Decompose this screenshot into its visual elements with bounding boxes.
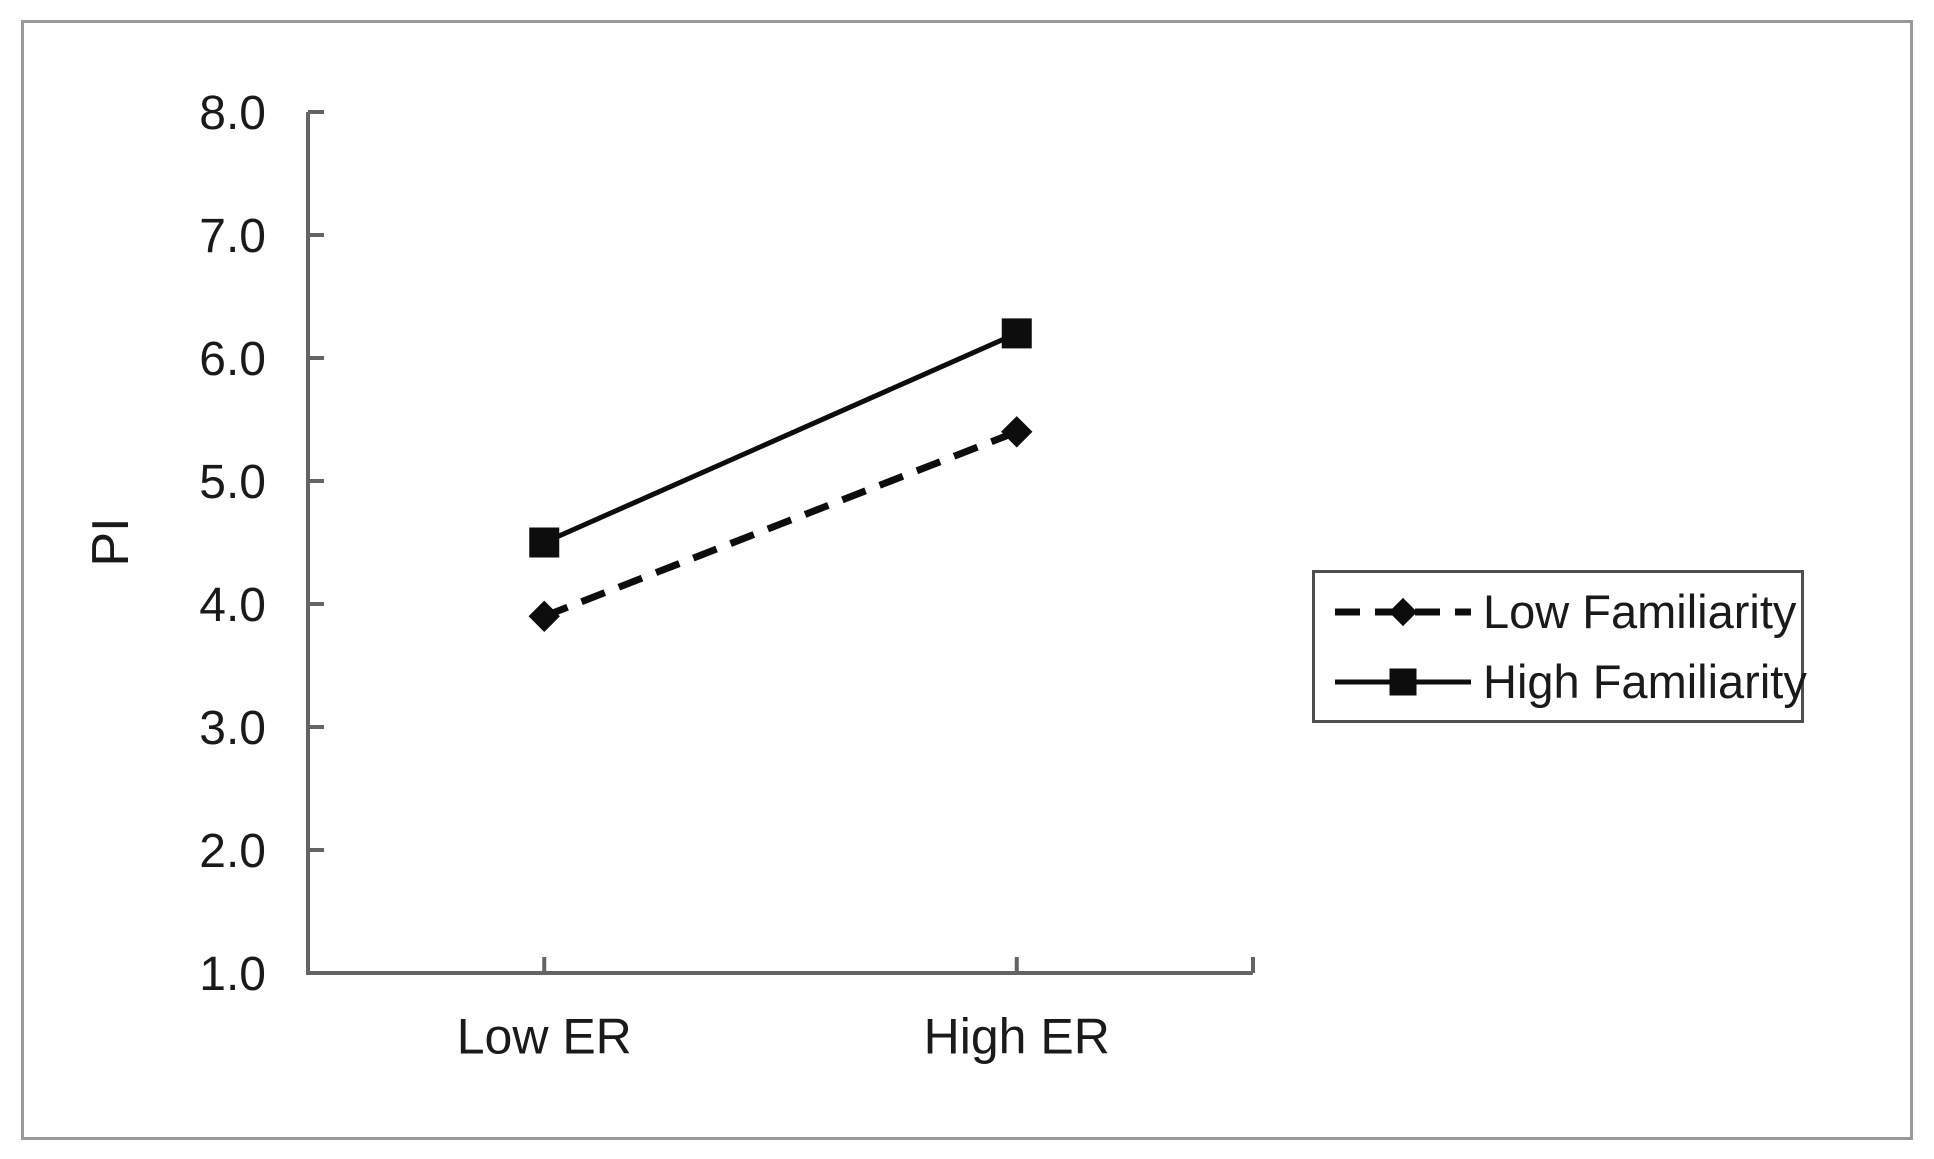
series-line-low-familiarity [542,428,1019,620]
legend-sample-dashed-diamond [1335,597,1471,626]
y-axis-tick-label: 2.0 [199,825,266,878]
y-axis-tick-label: 7.0 [199,210,266,263]
legend-label-low-familiarity: Low Familiarity [1483,585,1797,638]
series-low-familiarity [528,416,1033,632]
legend-item-low-familiarity: Low Familiarity [1333,585,1801,638]
y-axis-tick-label: 3.0 [199,702,266,755]
data-point-marker-square [1001,318,1032,349]
y-axis-label: PI [82,517,140,566]
y-axis-tick-label: 4.0 [199,579,266,632]
y-axis-tick-label: 8.0 [199,87,266,140]
figure-border [21,20,1913,1140]
x-axis-tick-label: Low ER [457,1009,632,1065]
series-high-familiarity [529,318,1032,558]
data-point-marker-diamond [528,600,560,632]
legend-sample-solid-square [1335,668,1471,695]
y-axis-tick-label: 5.0 [199,456,266,509]
legend-box: Low Familiarity High Familiarity [1312,570,1807,723]
axis-lines [306,112,1253,975]
y-axis-tick-label: 6.0 [199,333,266,386]
y-axis-tick-label: 1.0 [199,948,266,1001]
legend-label-high-familiarity: High Familiarity [1483,655,1807,708]
x-axis-tick-label: High ER [924,1009,1110,1065]
data-point-marker-square [529,527,560,558]
data-point-marker-diamond [1001,416,1033,448]
legend-item-high-familiarity: High Familiarity [1333,658,1807,705]
series-line-high-familiarity [543,331,1018,545]
data-point-marker-square [1389,668,1417,695]
data-point-marker-diamond [1388,597,1418,626]
